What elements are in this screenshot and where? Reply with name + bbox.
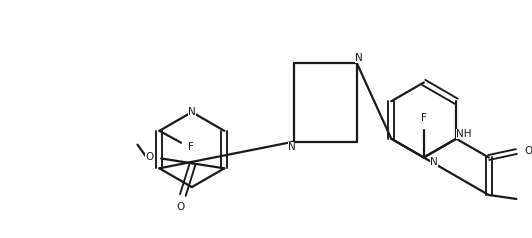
Text: O: O: [145, 153, 153, 163]
Text: N: N: [288, 142, 295, 152]
Text: F: F: [188, 142, 194, 152]
Text: N: N: [430, 157, 437, 167]
Text: O: O: [524, 146, 532, 156]
Text: NH: NH: [456, 129, 472, 139]
Text: N: N: [188, 107, 196, 117]
Text: O: O: [177, 202, 185, 212]
Text: F: F: [421, 113, 427, 123]
Text: N: N: [355, 53, 362, 63]
